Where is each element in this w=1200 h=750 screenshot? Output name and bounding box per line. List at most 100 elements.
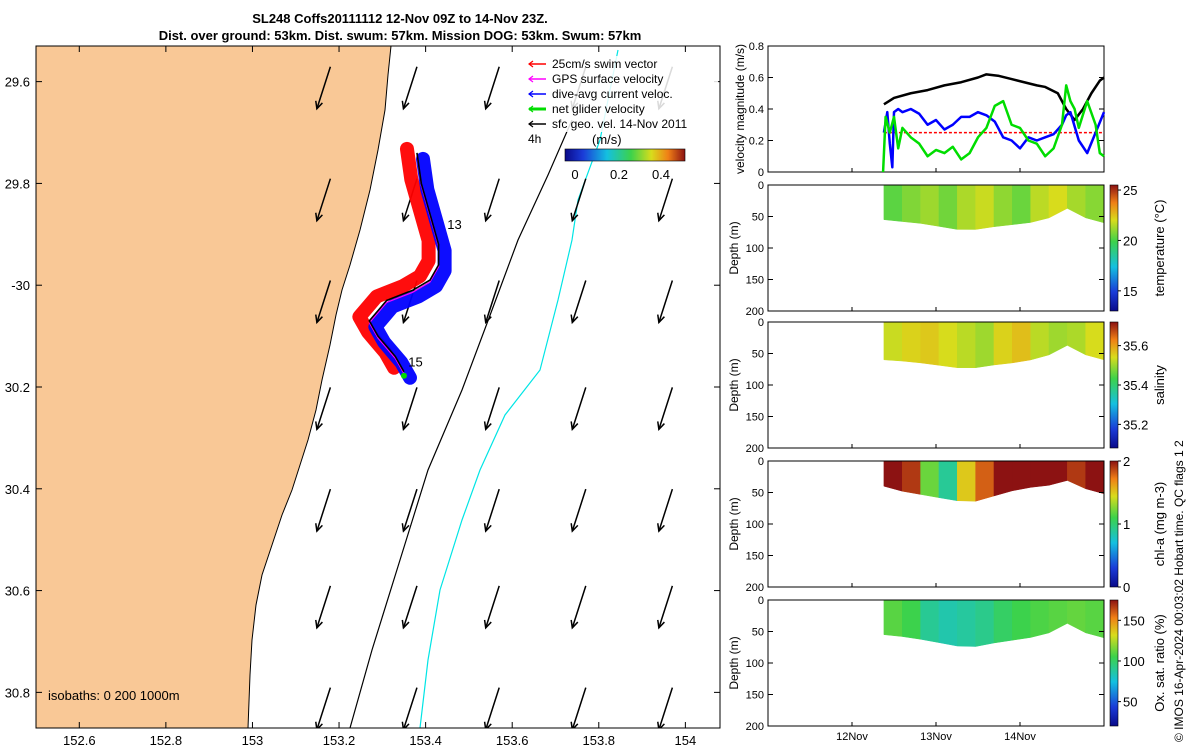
arrow-head — [657, 314, 665, 325]
heatmap-cell — [1085, 599, 1105, 639]
geo-velocity-arrow — [315, 280, 332, 325]
arrow-head — [570, 314, 579, 325]
colorbar-tick: 0.4 — [652, 167, 670, 182]
map-y-tick-label: 30.2 — [5, 380, 30, 395]
arrow-shaft — [402, 585, 418, 629]
arrow-shaft — [485, 488, 500, 532]
heatmap-cell — [975, 599, 995, 647]
depth-y-tick-label: 50 — [752, 488, 764, 500]
depth-y-tick-label: 200 — [746, 443, 764, 455]
colorbar-tick-label: 35.2 — [1123, 417, 1148, 432]
heatmap-cell — [993, 599, 1013, 644]
colorbar-tick-label: 15 — [1123, 284, 1137, 299]
heatmap-cell — [938, 460, 958, 502]
heatmap-cell — [883, 460, 903, 492]
track-day-label: 13 — [447, 217, 461, 232]
colorbar-gradient — [564, 148, 686, 162]
arrow-shaft — [316, 178, 332, 221]
depth-y-tick-label: 100 — [746, 380, 764, 392]
geo-velocity-arrow — [570, 585, 587, 630]
map-x-tick-label: 154 — [675, 733, 697, 748]
colorbar-tick-label: 0 — [1123, 580, 1130, 595]
map-y-tick-label: -30 — [11, 278, 30, 293]
arrow-shaft — [658, 687, 674, 728]
depth-y-axis-label: Depth (m) — [727, 358, 741, 411]
depth-y-tick-label: 0 — [758, 317, 764, 329]
colorbar-tick: 0.2 — [610, 167, 628, 182]
legend-swatch-head — [528, 120, 534, 128]
arrow-shaft — [316, 585, 332, 629]
arrow-shaft — [485, 280, 500, 323]
heatmap-cell — [1085, 321, 1105, 361]
geo-velocity-arrow — [315, 687, 332, 728]
arrow-shaft — [316, 387, 332, 430]
geo-velocity-arrow — [657, 178, 674, 223]
velocity-y-tick-label: 0.6 — [749, 73, 764, 85]
arrow-head — [657, 212, 665, 223]
map-x-tick-label: 153.4 — [409, 733, 442, 748]
track-day-label: 15 — [408, 355, 422, 370]
map-colorbar: (m/s) 0 0.2 0.4 — [564, 132, 686, 182]
colorbar-tick-label: 1 — [1123, 517, 1130, 532]
map-x-tick-label: 153.2 — [323, 733, 356, 748]
arrow-head — [401, 421, 410, 431]
geo-velocity-arrow — [401, 488, 418, 533]
heatmap-cell — [1012, 460, 1031, 492]
arrow-head — [657, 721, 665, 728]
geo-velocity-arrow — [483, 387, 500, 431]
geo-velocity-arrow — [401, 387, 418, 431]
arrow-head — [315, 523, 323, 533]
chart-title: SL248 Coffs20111112 12-Nov 09Z to 14-Nov… — [0, 10, 800, 44]
arrow-shaft — [571, 387, 587, 430]
map-y-tick-label: 30.6 — [5, 584, 30, 599]
depth-panel-3: 0 50 100 150 200 Depth (m) 35.2 35.4 35.6 salinit… — [727, 317, 1167, 455]
colorbar-tick-label: 25 — [1123, 183, 1137, 198]
colorbar-tick: 0 — [571, 167, 578, 182]
glider-track-line — [368, 152, 440, 373]
heatmap-cell — [920, 599, 940, 643]
arrow-head — [401, 619, 410, 630]
arrow-shaft — [658, 488, 674, 532]
depth-y-axis-label: Depth (m) — [727, 636, 741, 689]
heatmap-cell — [975, 460, 995, 502]
velocity-y-tick-label: 0 — [758, 167, 764, 179]
depth-y-tick-label: 100 — [746, 519, 764, 531]
arrow-head — [570, 619, 579, 630]
heatmap-cell — [938, 599, 958, 647]
geo-velocity-arrow — [401, 585, 418, 630]
velocity-series-line — [881, 84, 1105, 173]
geo-velocity-arrow — [315, 387, 332, 431]
legend-entry-label: GPS surface velocity — [552, 72, 663, 86]
arrow-shaft — [316, 687, 332, 728]
heatmap-cell — [957, 184, 976, 230]
colorbar-tick-label: 50 — [1123, 695, 1137, 710]
map-y-tick-label: 30.8 — [5, 685, 30, 700]
arrow-shaft — [402, 387, 418, 430]
arrow-head — [315, 421, 323, 431]
heatmap-cell — [883, 321, 903, 362]
legend-swatch-head — [528, 60, 534, 68]
arrow-head — [483, 721, 492, 728]
map-x-tick-label: 152.8 — [150, 733, 183, 748]
colorbar-label: chl-a (mg m-3) — [1152, 482, 1167, 567]
geo-velocity-arrow — [657, 488, 674, 533]
heatmap-cell — [883, 599, 903, 637]
title-line-1: SL248 Coffs20111112 12-Nov 09Z to 14-Nov… — [252, 11, 548, 26]
heatmap-cell — [920, 321, 940, 366]
title-line-2: Dist. over ground: 53km. Dist. swum: 57k… — [158, 28, 642, 43]
map-axes: 152.6 152.8 153 153.2 153.4 153.6 153.8 154 29.6… — [5, 46, 720, 748]
heatmap-cell — [975, 321, 995, 369]
geo-velocity-arrow — [401, 66, 418, 111]
arrow-head — [315, 100, 323, 111]
arrow-shaft — [485, 66, 500, 109]
depth-y-tick-label: 50 — [752, 212, 764, 224]
arrow-head — [483, 212, 492, 223]
map-y-tick-label: 29.6 — [5, 75, 30, 90]
arrow-head — [315, 721, 323, 728]
depth-y-tick-label: 150 — [746, 690, 764, 702]
arrow-shaft — [572, 687, 587, 728]
geo-velocity-arrow — [657, 687, 674, 728]
depth-colorbar — [1109, 460, 1119, 588]
